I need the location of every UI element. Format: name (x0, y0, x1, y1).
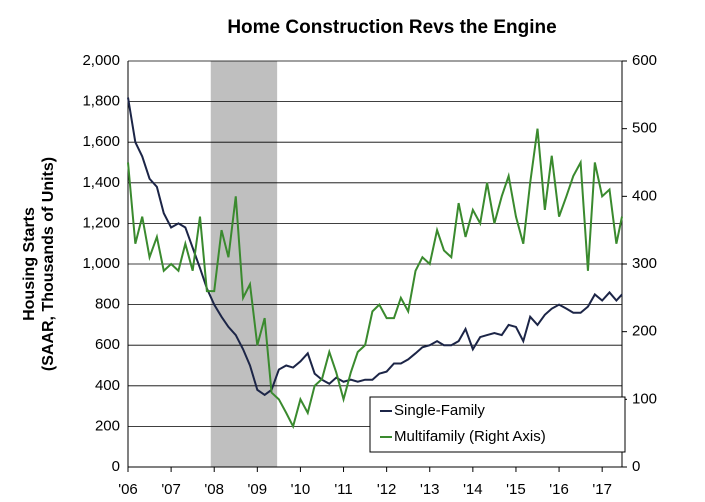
x-tick-label: '16 (549, 481, 569, 498)
x-tick-label: '08 (204, 481, 224, 498)
series-line (127, 128, 623, 430)
y-tick-label: 200 (95, 417, 120, 434)
chart-title: Home Construction Revs the Engine (227, 17, 556, 38)
x-tick-label: '17 (592, 481, 612, 498)
y-tick-label: 800 (95, 296, 120, 313)
x-tick-label: '10 (291, 481, 311, 498)
y-tick-label: 0 (112, 458, 120, 475)
x-tick-label: '11 (334, 481, 352, 498)
x-tick-label: '14 (463, 481, 483, 498)
y2-tick-label: 400 (632, 187, 657, 204)
y2-tick-label: 200 (632, 323, 657, 340)
x-tick-label: '09 (248, 481, 268, 498)
legend-label: Multifamily (Right Axis) (394, 428, 546, 445)
y-tick-label: 2,000 (82, 52, 120, 69)
x-tick-label: '06 (118, 481, 138, 498)
y2-tick-label: 500 (632, 120, 657, 137)
y-axis-title: (SAAR, Thousands of Units) (40, 157, 57, 371)
y-tick-label: 1,600 (82, 133, 120, 150)
y-tick-label: 400 (95, 377, 120, 394)
y-tick-label: 1,400 (82, 174, 120, 191)
y2-tick-label: 0 (632, 458, 640, 475)
y-tick-label: 600 (95, 336, 120, 353)
y-tick-label: 1,200 (82, 214, 120, 231)
legend-box (369, 396, 626, 453)
x-tick-label: '07 (161, 481, 181, 498)
y2-tick-label: 300 (632, 255, 657, 272)
y2-tick-label: 100 (632, 390, 657, 407)
legend-label: Single-Family (394, 402, 485, 419)
y-axis-title: Housing Starts (21, 207, 38, 321)
y-tick-label: 1,800 (82, 93, 120, 110)
x-tick-label: '13 (420, 481, 440, 498)
y2-tick-label: 600 (632, 52, 657, 69)
series-line (127, 97, 623, 397)
y-tick-label: 1,000 (82, 255, 120, 272)
x-tick-label: '15 (506, 481, 526, 498)
x-tick-label: '12 (377, 481, 397, 498)
